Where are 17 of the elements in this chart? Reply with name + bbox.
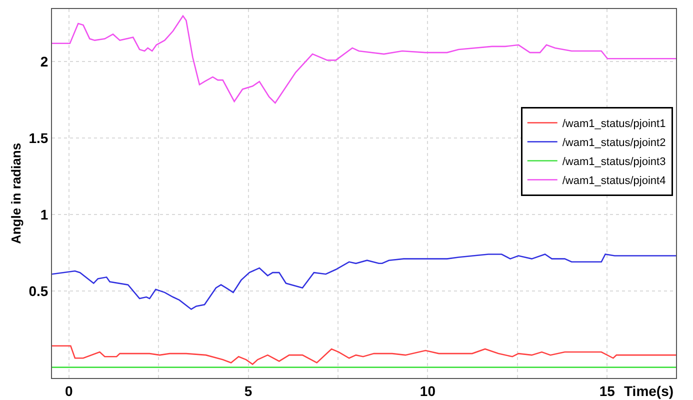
line-series xyxy=(52,15,676,104)
y-tick-label: 0.5 xyxy=(28,282,48,299)
y-tick-label: 1 xyxy=(40,206,48,222)
y-tick-label: 2 xyxy=(40,54,48,70)
legend-label: /wam1_status/pjoint2 xyxy=(562,137,666,150)
legend-label: /wam1_status/pjoint4 xyxy=(562,175,666,188)
x-tick-label: 5 xyxy=(244,382,252,399)
x-tick-label: 15 xyxy=(599,382,616,399)
x-tick-label: 10 xyxy=(420,382,436,399)
y-tick-label: 1.5 xyxy=(28,130,48,146)
legend-label: /wam1_status/pjoint3 xyxy=(562,156,666,168)
y-axis-title: Angle in radians xyxy=(8,142,24,244)
line-series xyxy=(52,254,676,310)
line-series xyxy=(52,345,676,365)
x-tick-label: 0 xyxy=(64,382,73,399)
x-axis-title: Time(s) xyxy=(624,383,674,399)
legend-label: /wam1_status/pjoint1 xyxy=(562,118,666,130)
